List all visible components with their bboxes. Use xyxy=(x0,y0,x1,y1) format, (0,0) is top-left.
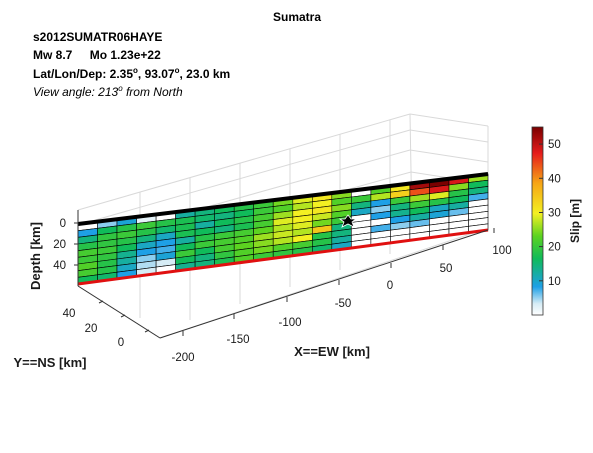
x-tick-label: -200 xyxy=(171,352,194,364)
y-tick-mark xyxy=(120,314,126,318)
view-angle-part-1: View angle: 213 xyxy=(33,85,119,99)
x-tick-label: -100 xyxy=(278,317,301,329)
colorbar-tick-label: 50 xyxy=(548,139,561,151)
x-tick-label: 100 xyxy=(492,245,511,257)
magnitude-mw: Mw 8.7 xyxy=(33,48,73,62)
box-edge xyxy=(77,113,411,211)
colorbar-gradient xyxy=(531,126,544,316)
y-ticks: 40 20 0 xyxy=(63,300,150,349)
y-tick-mark xyxy=(98,300,104,304)
x-tick-label: -50 xyxy=(335,298,352,310)
y-tick-label: 20 xyxy=(85,323,98,335)
colorbar-tick-label: 20 xyxy=(548,242,561,254)
hypocenter-star xyxy=(338,214,358,228)
x-axis-label: X==EW [km] xyxy=(294,344,370,359)
colorbar-tick-label: 40 xyxy=(548,173,561,185)
grid-line xyxy=(409,149,489,163)
fault-plane xyxy=(77,173,489,285)
degree-sup-2: o xyxy=(174,66,180,75)
colorbar-tick-label: 30 xyxy=(548,208,561,220)
location-part-1: Lat/Lon/Dep: 2.35 xyxy=(33,67,134,81)
chart-title: Sumatra xyxy=(272,10,322,24)
z-ticks: 0 20 40 xyxy=(53,218,78,272)
y-tick-label: 0 xyxy=(118,337,124,349)
x-axis-line xyxy=(159,229,489,339)
fault-bottom-edge xyxy=(77,228,489,286)
colorbar-tick-label: 10 xyxy=(548,276,561,288)
x-ticks: -200 -150 -100 -50 0 50 100 xyxy=(171,228,512,364)
y-tick-label: 40 xyxy=(63,308,76,320)
z-axis-label: Depth [km] xyxy=(28,222,43,290)
grid-line xyxy=(77,129,411,226)
colorbar-ticks: 10 20 30 40 50 xyxy=(539,139,561,288)
z-tick-label: 0 xyxy=(60,218,66,230)
colorbar-label: Slip [m] xyxy=(568,199,582,243)
z-tick-label: 20 xyxy=(53,239,66,251)
degree-sup-1: o xyxy=(133,66,138,75)
colorbar: 10 20 30 40 50 Slip [m] xyxy=(531,126,582,316)
degree-sup-3: o xyxy=(118,84,123,93)
location-part-3: , 23.0 km xyxy=(179,67,231,81)
x-tick-label: 0 xyxy=(387,280,393,292)
z-tick-label: 40 xyxy=(53,260,66,272)
fault-top-edge xyxy=(77,172,489,226)
y-axis-line xyxy=(77,285,161,339)
seismic-moment: Mo 1.23e+22 xyxy=(89,48,161,62)
box-edge xyxy=(409,113,489,127)
x-tick-label: 50 xyxy=(440,263,453,275)
grid-line xyxy=(409,129,489,143)
y-axis-label: Y==NS [km] xyxy=(14,355,87,370)
y-tick-mark xyxy=(144,329,150,333)
event-id: s2012SUMATR06HAYE xyxy=(33,30,163,44)
view-angle-line: View angle: 213o from North xyxy=(33,84,183,99)
location-part-2: , 93.07 xyxy=(137,67,175,81)
x-tick-label: -150 xyxy=(226,334,249,346)
view-angle-part-2: from North xyxy=(122,85,183,99)
magnitude-line: Mw 8.7 Mo 1.23e+22 xyxy=(33,48,161,62)
location-line: Lat/Lon/Dep: 2.35o, 93.07o, 23.0 km xyxy=(33,66,230,81)
